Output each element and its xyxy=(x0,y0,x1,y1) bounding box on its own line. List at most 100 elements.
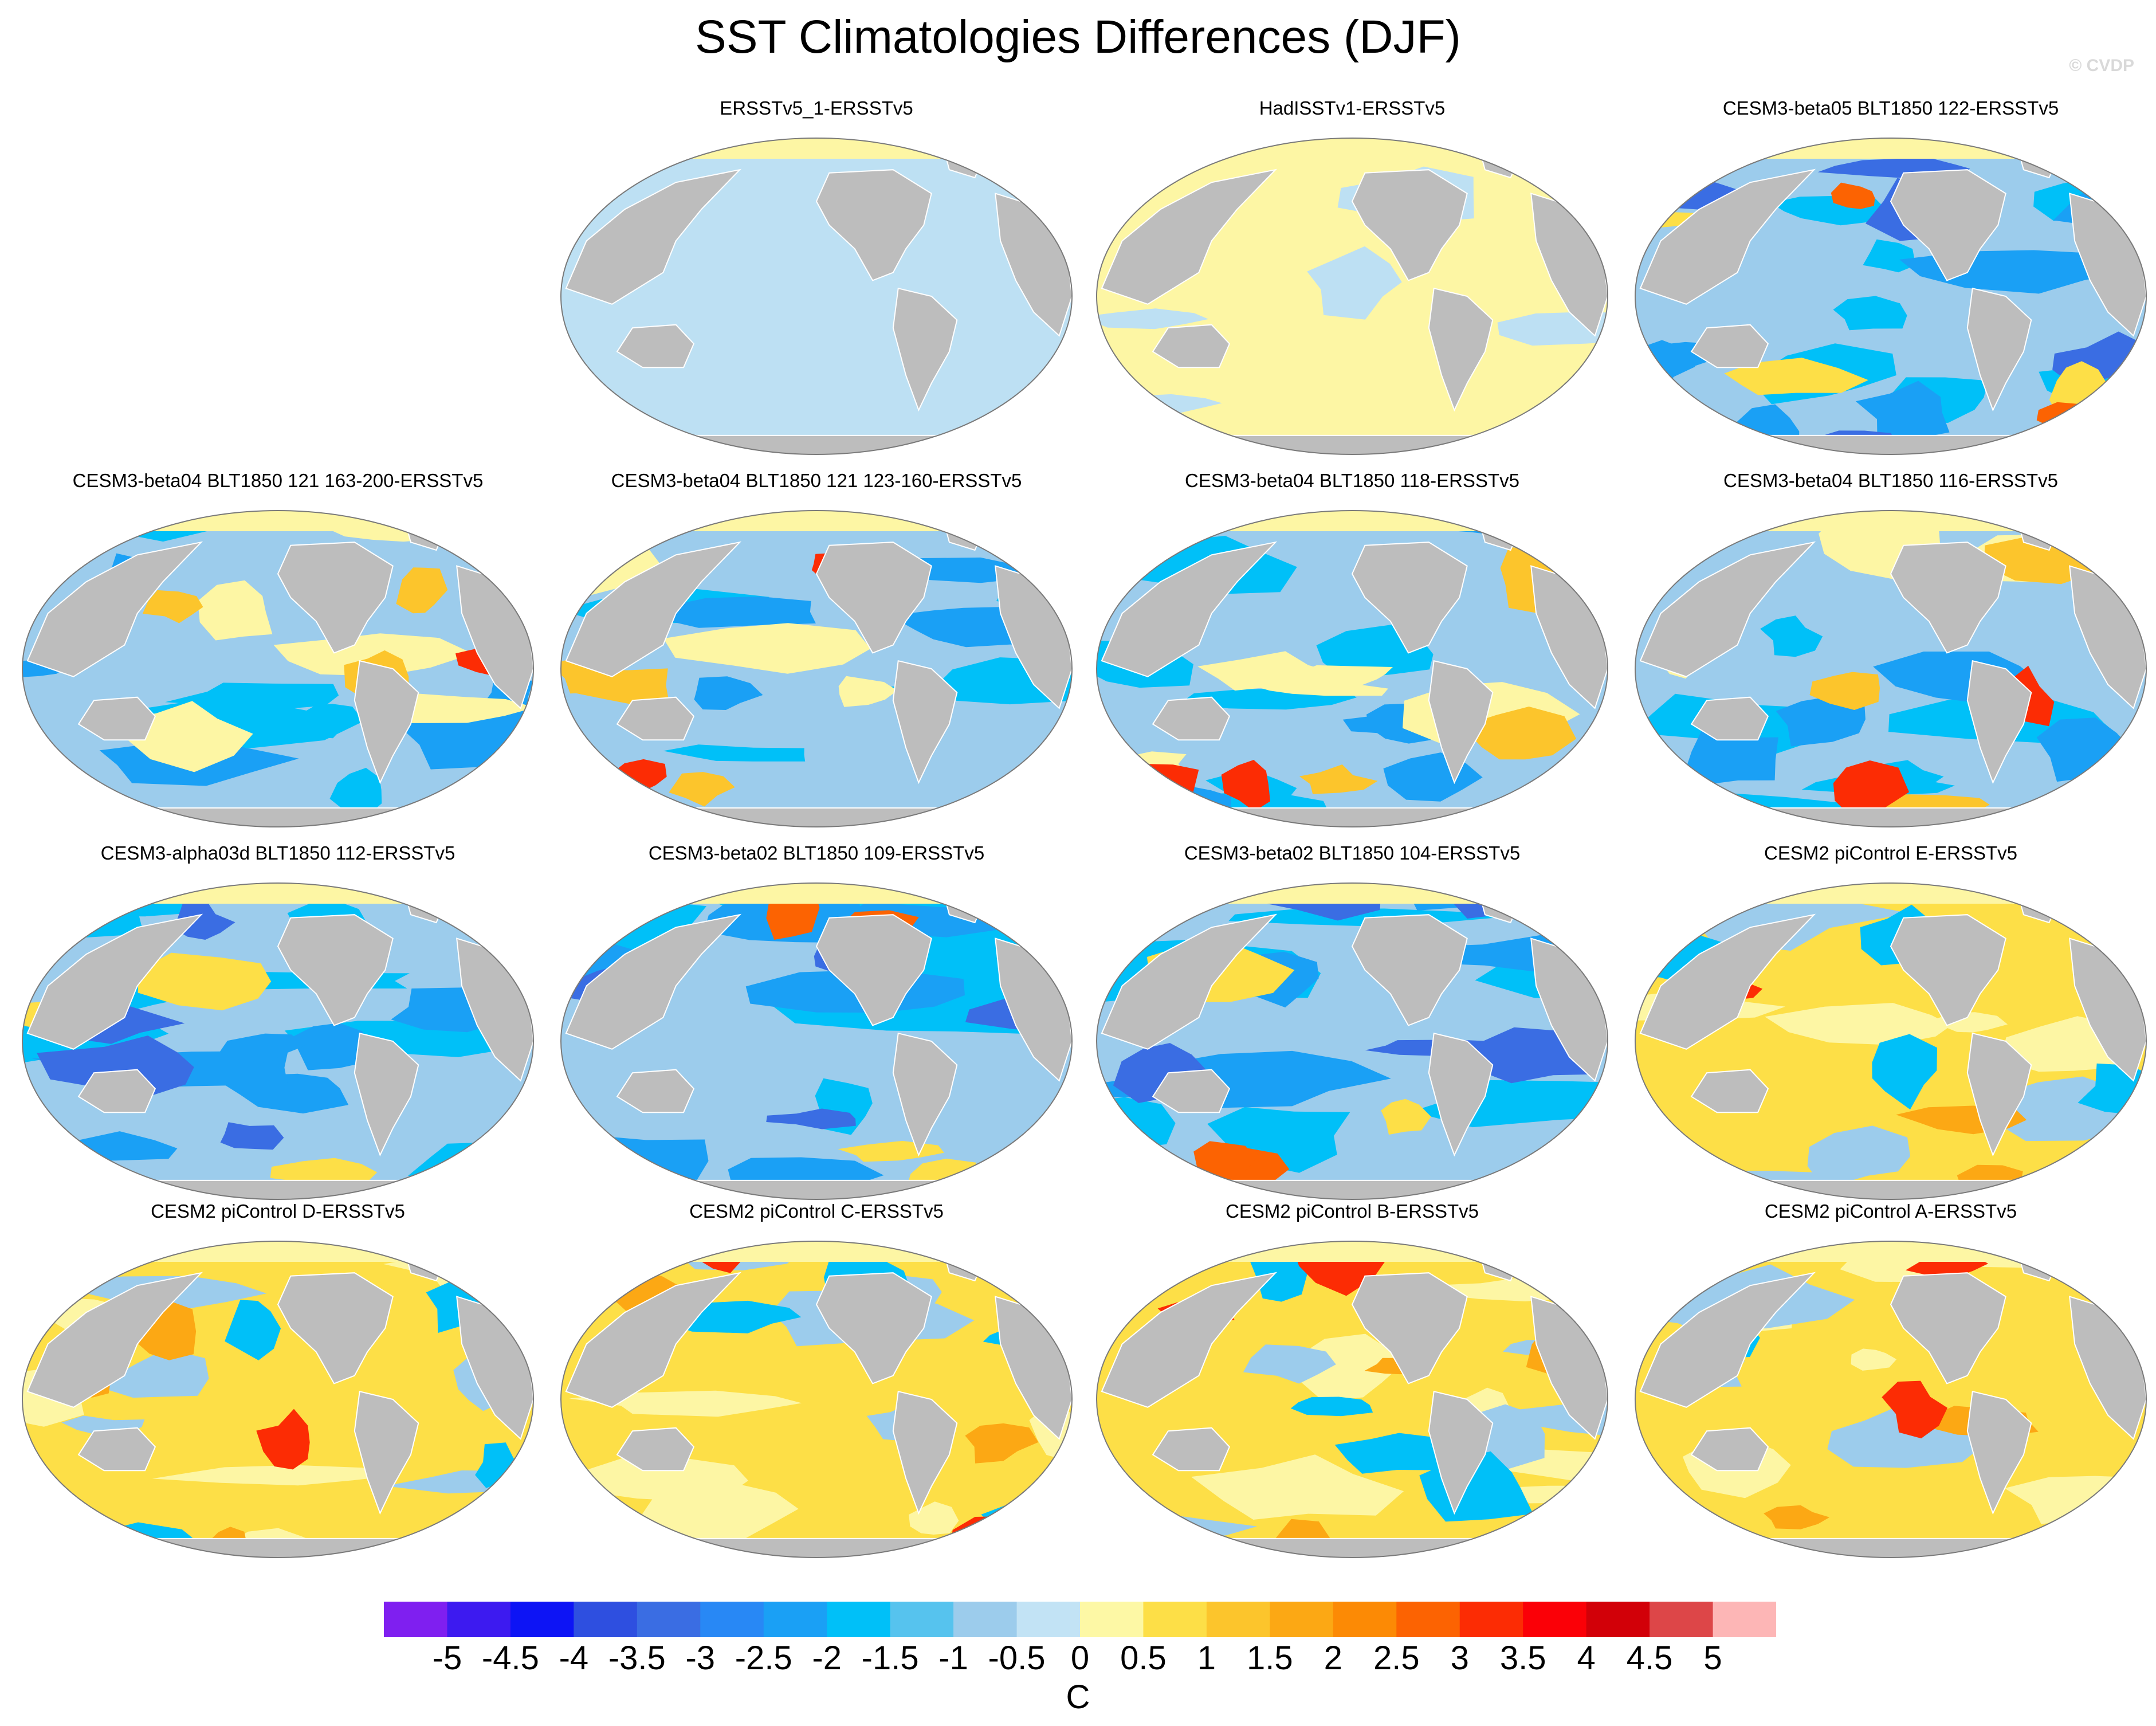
land-mass xyxy=(662,807,971,827)
land-mass xyxy=(815,1272,932,1384)
land-mass xyxy=(616,1427,695,1472)
land-mass xyxy=(565,168,742,305)
anomaly-region xyxy=(1760,615,1823,657)
anomaly-region xyxy=(396,567,448,614)
colorbar-swatch xyxy=(1523,1602,1587,1637)
map-outline xyxy=(1096,510,1608,827)
land-mass xyxy=(77,1069,156,1113)
colorbar-swatch xyxy=(637,1602,701,1637)
anomaly-region xyxy=(256,1409,310,1470)
land-mass xyxy=(1639,541,1816,677)
anomaly-region xyxy=(173,900,235,940)
map-outline xyxy=(1635,1241,2147,1558)
land-mass xyxy=(277,1272,394,1384)
land-mass xyxy=(26,1272,203,1408)
anomaly-region xyxy=(606,1531,679,1555)
land-mass xyxy=(1198,807,1506,827)
land-mass xyxy=(1428,1032,1494,1157)
anomaly-region xyxy=(1833,296,1907,331)
anomaly-region xyxy=(329,767,382,816)
world-map xyxy=(1096,882,1608,1200)
map-panel: CESM3-beta02 BLT1850 104-ERSSTv5 xyxy=(1086,842,1619,1215)
anomaly-region xyxy=(1297,1333,1397,1402)
colorbar-tick-label: -4.5 xyxy=(481,1639,539,1677)
land-mass xyxy=(1152,1069,1231,1113)
world-map xyxy=(560,1241,1073,1558)
colorbar-swatch xyxy=(447,1602,511,1637)
land-mass xyxy=(815,914,932,1026)
colorbar-tick-label: -5 xyxy=(432,1639,462,1677)
anomaly-region xyxy=(1462,707,1577,760)
colorbar-labels: -5 -4.5 -4 -3.5 -3 -2.5 -2 -1.5 -1 -0.5 0 0.5 1 1.5 2 2… xyxy=(0,1639,2156,1685)
colorbar-tick-label: -1 xyxy=(938,1639,968,1677)
anomaly-region xyxy=(2016,1241,2146,1268)
colorbar-tick-label: -1.5 xyxy=(861,1639,919,1677)
world-map xyxy=(22,882,534,1200)
anomaly-region xyxy=(219,1033,305,1064)
colorbar-swatch xyxy=(890,1602,954,1637)
map-outline xyxy=(1096,138,1608,455)
panel-title: CESM3-beta04 BLT1850 121 123-160-ERSSTv5 xyxy=(611,470,1022,491)
map-outline xyxy=(1635,510,2147,827)
anomaly-region xyxy=(909,1501,959,1535)
anomaly-region xyxy=(1381,1099,1431,1135)
land-mass xyxy=(124,1537,432,1558)
anomaly-region xyxy=(1252,680,1388,696)
anomaly-region xyxy=(1863,239,1915,273)
land-mass xyxy=(1428,1390,1494,1515)
anomaly-region xyxy=(2056,511,2137,554)
map-outline xyxy=(560,138,1073,455)
anomaly-region xyxy=(1113,1043,1209,1103)
anomaly-region xyxy=(1097,308,1209,329)
map-panel: CESM2 piControl E-ERSSTv5 xyxy=(1624,842,2156,1215)
anomaly-region xyxy=(1299,764,1378,794)
panel-title: CESM3-beta02 BLT1850 104-ERSSTv5 xyxy=(1184,842,1521,864)
anomaly-region xyxy=(561,1246,659,1276)
map-outline xyxy=(1096,1241,1608,1558)
anomaly-region xyxy=(561,1136,709,1191)
anomaly-region xyxy=(273,633,473,676)
land-mass xyxy=(565,913,742,1050)
anomaly-region xyxy=(1807,1125,1911,1188)
colorbar-swatch xyxy=(700,1602,764,1637)
map-panel: CESM3-alpha03d BLT1850 112-ERSSTv5 xyxy=(11,842,544,1215)
world-map xyxy=(22,1241,534,1558)
colorbar-tick-label: 1 xyxy=(1197,1639,1216,1677)
colorbar-swatch xyxy=(1650,1602,1714,1637)
panel-title: CESM2 piControl A-ERSSTv5 xyxy=(1764,1201,2017,1222)
panel-title: CESM2 piControl E-ERSSTv5 xyxy=(1764,842,2017,864)
ocean-field xyxy=(22,511,533,827)
world-map xyxy=(1096,1241,1608,1558)
land-mass xyxy=(1152,1427,1231,1472)
land-mass xyxy=(26,541,203,677)
land-mass xyxy=(1351,1272,1468,1384)
anomaly-region xyxy=(1833,760,1910,815)
land-mass xyxy=(1890,542,2006,654)
anomaly-region xyxy=(1776,696,1866,747)
panel-title: CESM3-beta05 BLT1850 122-ERSSTv5 xyxy=(1722,97,2059,119)
land-mass xyxy=(1639,168,1816,305)
land-mass xyxy=(1351,914,1468,1026)
anomaly-region xyxy=(1243,1344,1336,1384)
anomaly-region xyxy=(102,1348,209,1398)
anomaly-region xyxy=(1197,651,1336,691)
land-mass xyxy=(1737,807,2045,827)
land-mass xyxy=(1690,1069,1769,1113)
land-mass xyxy=(1737,1537,2045,1558)
colorbar-tick-label: 4 xyxy=(1577,1639,1596,1677)
anomaly-region xyxy=(1290,1397,1373,1417)
anomaly-region xyxy=(198,580,273,641)
map-panel: CESM3-beta04 BLT1850 116-ERSSTv5 xyxy=(1624,470,2156,842)
land-mass xyxy=(1690,1427,1769,1472)
colorbar-tick-label: -4 xyxy=(559,1639,589,1677)
land-mass xyxy=(1737,434,2045,454)
anomaly-region xyxy=(2098,1265,2146,1301)
land-mass xyxy=(1890,914,2006,1026)
colorbar-tick-label: -2.5 xyxy=(735,1639,792,1677)
map-panel: CESM3-beta02 BLT1850 109-ERSSTv5 xyxy=(550,842,1083,1215)
colorbar-tick-label: 4.5 xyxy=(1626,1639,1673,1677)
panel-title: CESM3-beta04 BLT1850 116-ERSSTv5 xyxy=(1723,470,2058,491)
panel-title: CESM3-beta04 BLT1850 118-ERSSTv5 xyxy=(1185,470,1519,491)
colorbar-swatch xyxy=(1459,1602,1523,1637)
map-panel: CESM3-beta04 BLT1850 118-ERSSTv5 xyxy=(1086,470,1619,842)
